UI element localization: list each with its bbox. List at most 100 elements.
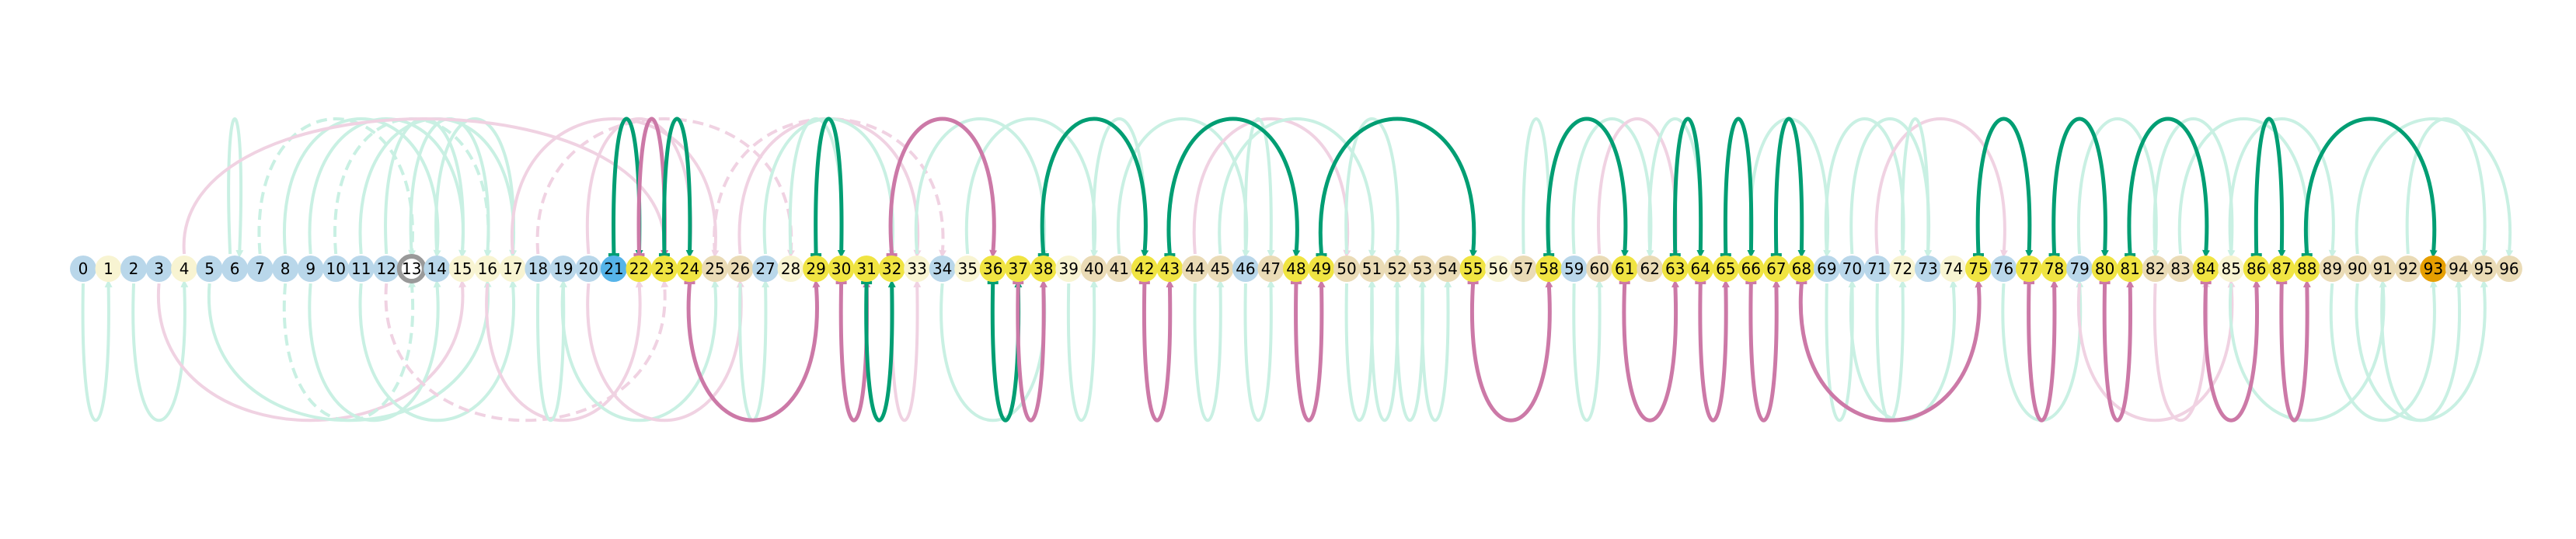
background-arc-2-4: [131, 280, 189, 423]
background-arc-50-52: [1344, 117, 1402, 258]
node-circle: [1813, 256, 1840, 282]
background-arc-25-34: [713, 117, 947, 258]
node-circle: [878, 256, 905, 282]
background-arc-17-25: [510, 117, 720, 258]
node-circle: [1282, 256, 1309, 282]
node-14: 14: [424, 256, 451, 282]
node-96: 96: [2495, 256, 2522, 282]
node-65: 65: [1712, 256, 1739, 282]
background-arc-44-45: [1193, 280, 1225, 422]
node-76: 76: [1990, 256, 2017, 282]
node-label: 61: [1615, 259, 1634, 278]
node-label: 52: [1387, 259, 1407, 278]
node-78: 78: [2041, 256, 2068, 282]
node-circle: [1030, 256, 1057, 282]
node-label: 55: [1463, 259, 1483, 278]
node-71: 71: [1863, 256, 1891, 282]
node-label: 62: [1640, 259, 1660, 278]
background-arc-16-22: [485, 280, 643, 423]
node-9: 9: [297, 256, 324, 282]
highlighted-arc-67-68: [1773, 116, 1806, 258]
node-label: 91: [2373, 259, 2393, 278]
highlighted-arc-88-93: [2303, 116, 2438, 258]
node-1: 1: [95, 256, 122, 282]
node-32: 32: [878, 256, 905, 282]
background-arc-71-72: [1875, 280, 1907, 422]
node-circle: [2268, 256, 2295, 282]
node-circle: [1863, 256, 1891, 282]
node-52: 52: [1384, 256, 1411, 282]
node-label: 23: [654, 259, 674, 278]
node-circle: [777, 256, 804, 282]
node-75: 75: [1965, 256, 1992, 282]
node-circle: [1257, 256, 1285, 282]
node-33: 33: [904, 256, 931, 282]
node-label: 20: [579, 259, 598, 278]
node-11: 11: [347, 256, 375, 282]
node-circle: [929, 256, 956, 282]
node-45: 45: [1207, 256, 1234, 282]
node-72: 72: [1889, 256, 1916, 282]
node-48: 48: [1282, 256, 1309, 282]
node-59: 59: [1560, 256, 1588, 282]
node-2: 2: [120, 256, 148, 282]
node-circle: [954, 256, 981, 282]
background-arc-9-14: [308, 280, 441, 423]
node-circle: [2319, 256, 2346, 282]
background-arc-19-25: [560, 280, 720, 423]
node-circle: [373, 256, 400, 282]
node-label: 26: [730, 259, 750, 278]
node-69: 69: [1813, 256, 1840, 282]
node-circle: [1889, 256, 1916, 282]
node-label: 15: [452, 259, 472, 278]
node-66: 66: [1738, 256, 1765, 282]
node-label: 78: [2044, 259, 2064, 278]
node-circle: [297, 256, 324, 282]
node-circle: [2243, 256, 2270, 282]
background-arc-46-47: [1243, 280, 1275, 422]
background-arc-8-13: [282, 280, 417, 423]
node-35: 35: [954, 256, 981, 282]
node-circle: [1156, 256, 1183, 282]
background-arc-14-17: [434, 117, 518, 258]
background-arc-41-46: [1116, 117, 1250, 258]
node-circle: [676, 256, 703, 282]
node-64: 64: [1687, 256, 1714, 282]
node-circle: [1586, 256, 1613, 282]
node-label: 65: [1716, 259, 1735, 278]
background-arc-85-91: [2229, 280, 2387, 423]
background-arc-18-28: [535, 117, 795, 258]
node-label: 29: [806, 259, 825, 278]
node-5: 5: [196, 256, 223, 282]
highlighted-arc-75-77: [1975, 116, 2034, 258]
node-circle: [1712, 256, 1739, 282]
node-27: 27: [752, 256, 779, 282]
node-73: 73: [1914, 256, 1941, 282]
node-label: 30: [831, 259, 851, 278]
node-label: 51: [1362, 259, 1382, 278]
node-label: 6: [230, 259, 240, 278]
node-30: 30: [828, 256, 855, 282]
node-label: 85: [2221, 259, 2240, 278]
node-label: 40: [1084, 259, 1103, 278]
node-label: 74: [1943, 259, 1963, 278]
node-circle: [525, 256, 552, 282]
node-label: 10: [326, 259, 345, 278]
node-label: 27: [755, 259, 775, 278]
background-arc-82-85: [2152, 117, 2236, 258]
node-7: 7: [246, 256, 274, 282]
highlighted-arc-87-88: [2279, 280, 2311, 423]
node-18: 18: [525, 256, 552, 282]
node-label: 5: [204, 259, 214, 278]
background-arc-72-73: [1901, 117, 1933, 258]
node-circle: [1005, 256, 1032, 282]
node-25: 25: [702, 256, 728, 282]
background-arc-92-95: [2405, 117, 2488, 258]
highlighted-arc-86-87: [2254, 116, 2286, 258]
node-circle: [853, 256, 880, 282]
node-label: 89: [2323, 259, 2342, 278]
node-circle: [1181, 256, 1208, 282]
node-88: 88: [2293, 256, 2320, 282]
node-circle: [70, 256, 96, 282]
node-17: 17: [499, 256, 526, 282]
